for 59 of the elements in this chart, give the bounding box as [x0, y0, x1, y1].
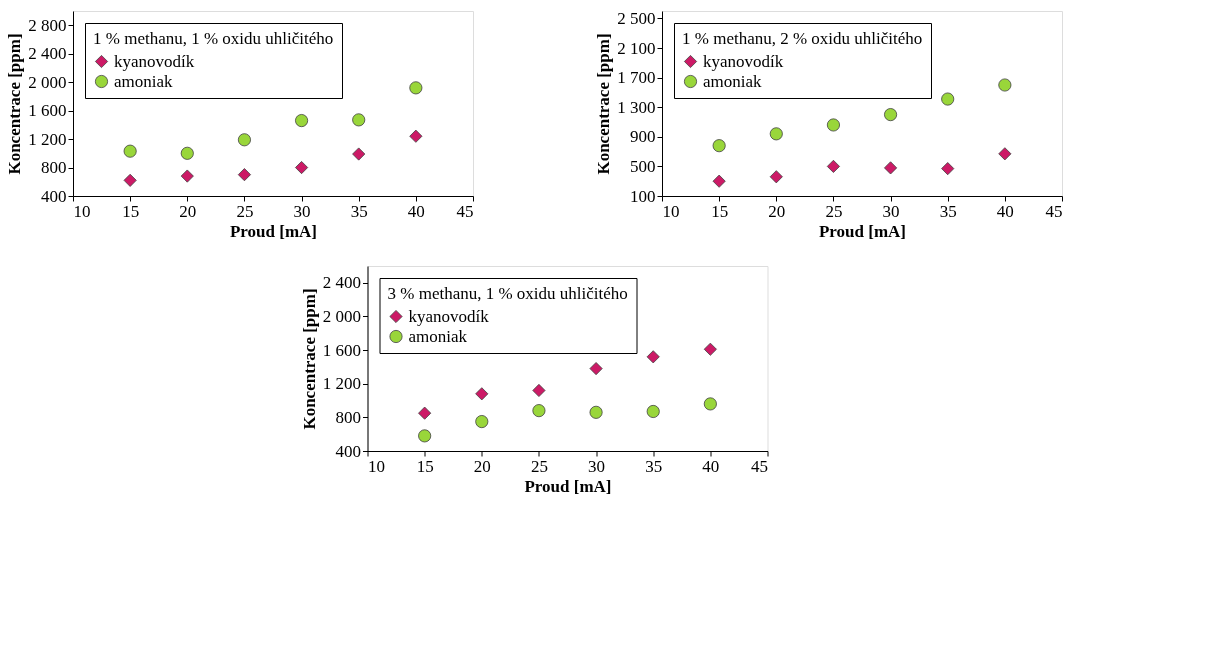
legend-label: amoniak: [408, 326, 468, 346]
x-tick-label: 35: [350, 201, 368, 221]
y-tick-label: 2 000: [28, 72, 67, 92]
y-tick-label: 1 700: [617, 68, 656, 88]
x-tick-label: 40: [996, 201, 1014, 221]
x-tick-label: 40: [702, 456, 720, 476]
x-tick-label: 35: [645, 456, 663, 476]
x-tick-label: 35: [939, 201, 957, 221]
y-tick-label: 1 600: [322, 340, 361, 360]
x-tick-label: 45: [456, 201, 474, 221]
y-tick-label: 2 800: [28, 15, 67, 35]
x-axis-title: Proud [mA]: [524, 476, 612, 496]
x-tick-label: 15: [416, 456, 434, 476]
legend-label: amoniak: [114, 71, 174, 91]
y-tick-label: 400: [335, 441, 361, 461]
legend-label: amoniak: [703, 71, 763, 91]
x-tick-label: 25: [236, 201, 254, 221]
legend-title: 1 % methanu, 1 % oxidu uhličitého: [93, 29, 334, 48]
y-tick-label: 2 500: [617, 8, 656, 28]
x-tick-label: 10: [73, 201, 91, 221]
y-axis-title: Koncentrace [ppm]: [5, 33, 25, 175]
y-tick-label: 400: [41, 186, 67, 206]
x-tick-label: 45: [751, 456, 768, 476]
y-tick-label: 800: [41, 158, 67, 178]
legend-title: 1 % methanu, 2 % oxidu uhličitého: [682, 29, 923, 48]
x-tick-label: 10: [368, 456, 385, 476]
x-tick-label: 40: [407, 201, 425, 221]
legend-label: kyanovodík: [114, 51, 195, 71]
y-tick-label: 800: [335, 407, 361, 427]
y-tick-label: 2 400: [322, 273, 361, 293]
y-tick-label: 1 200: [322, 374, 361, 394]
y-tick-label: 1 300: [617, 97, 656, 117]
x-tick-label: 20: [768, 201, 786, 221]
y-tick-label: 900: [630, 127, 656, 147]
y-tick-label: 2 400: [28, 44, 67, 64]
x-tick-label: 30: [293, 201, 311, 221]
y-tick-label: 1 600: [28, 101, 67, 121]
x-axis-title: Proud [mA]: [818, 221, 907, 241]
x-tick-label: 25: [825, 201, 843, 221]
y-axis-title: Koncentrace [ppm]: [594, 33, 614, 175]
legend-label: kyanovodík: [408, 306, 490, 326]
x-tick-label: 30: [882, 201, 900, 221]
x-tick-label: 15: [122, 201, 140, 221]
x-tick-label: 20: [179, 201, 197, 221]
x-axis-title: Proud [mA]: [229, 221, 318, 241]
legend-title: 3 % methanu, 1 % oxidu uhličitého: [387, 284, 628, 303]
x-tick-label: 45: [1045, 201, 1063, 221]
y-tick-label: 500: [630, 156, 656, 176]
x-tick-label: 30: [588, 456, 606, 476]
y-tick-label: 2 100: [617, 38, 656, 58]
x-tick-label: 25: [530, 456, 548, 476]
y-tick-label: 2 000: [322, 306, 361, 326]
y-tick-label: 100: [630, 186, 656, 206]
legend-label: kyanovodík: [703, 51, 784, 71]
x-tick-label: 10: [662, 201, 680, 221]
x-tick-label: 15: [711, 201, 729, 221]
y-axis-title: Koncentrace [ppm]: [299, 288, 319, 430]
x-tick-label: 20: [473, 456, 491, 476]
y-tick-label: 1 200: [28, 129, 67, 149]
